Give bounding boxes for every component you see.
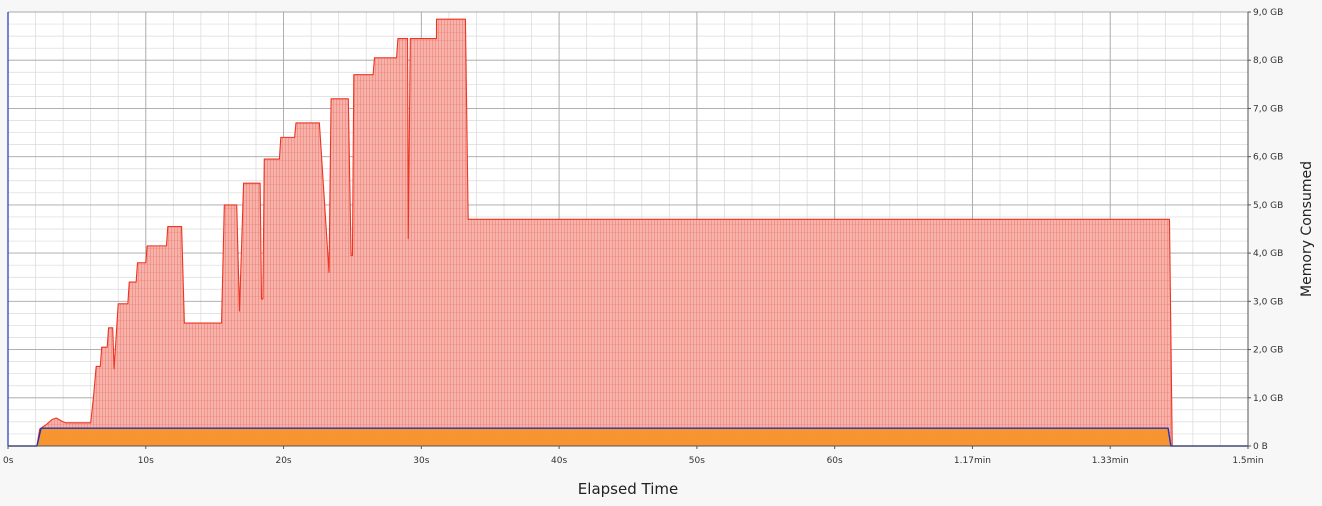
x-tick-label: 0s: [3, 456, 14, 466]
series-1-area: [8, 428, 1248, 446]
y-axis-title: Memory Consumed: [1299, 161, 1315, 297]
y-tick-label: 3,0 GB: [1253, 297, 1283, 307]
y-tick-label: 8,0 GB: [1253, 56, 1283, 66]
x-tick-label: 60s: [827, 456, 843, 466]
series-0-line: [8, 18, 1248, 447]
y-tick-label: 6,0 GB: [1253, 153, 1283, 163]
y-tick-label: 1,0 GB: [1253, 394, 1283, 404]
axes: [7, 12, 1249, 447]
x-axis-title: Elapsed Time: [578, 480, 678, 498]
x-tick-label: 1.33min: [1092, 456, 1129, 466]
x-tick-label: 40s: [551, 456, 567, 466]
x-tick-label: 1.17min: [954, 456, 991, 466]
x-tick-label: 50s: [689, 456, 705, 466]
y-tick-label: 0 B: [1253, 442, 1268, 452]
series-layer: [8, 18, 1248, 447]
y-tick-label: 4,0 GB: [1253, 249, 1283, 259]
x-tick-label: 1.5min: [1232, 456, 1263, 466]
y-tick-label: 2,0 GB: [1253, 346, 1283, 356]
y-tick-label: 7,0 GB: [1253, 104, 1283, 114]
series-0-area: [8, 19, 1248, 446]
x-tick-label: 20s: [275, 456, 291, 466]
tick-labels: 0s 10s 20s 30s 40s 50s 60s 1.17min 1.33min 1.5min…: [3, 8, 1283, 466]
y-tick-label: 9,0 GB: [1253, 8, 1283, 18]
y-tick-label: 5,0 GB: [1253, 201, 1283, 211]
x-tick-label: 10s: [138, 456, 154, 466]
x-tick-label: 30s: [413, 456, 429, 466]
